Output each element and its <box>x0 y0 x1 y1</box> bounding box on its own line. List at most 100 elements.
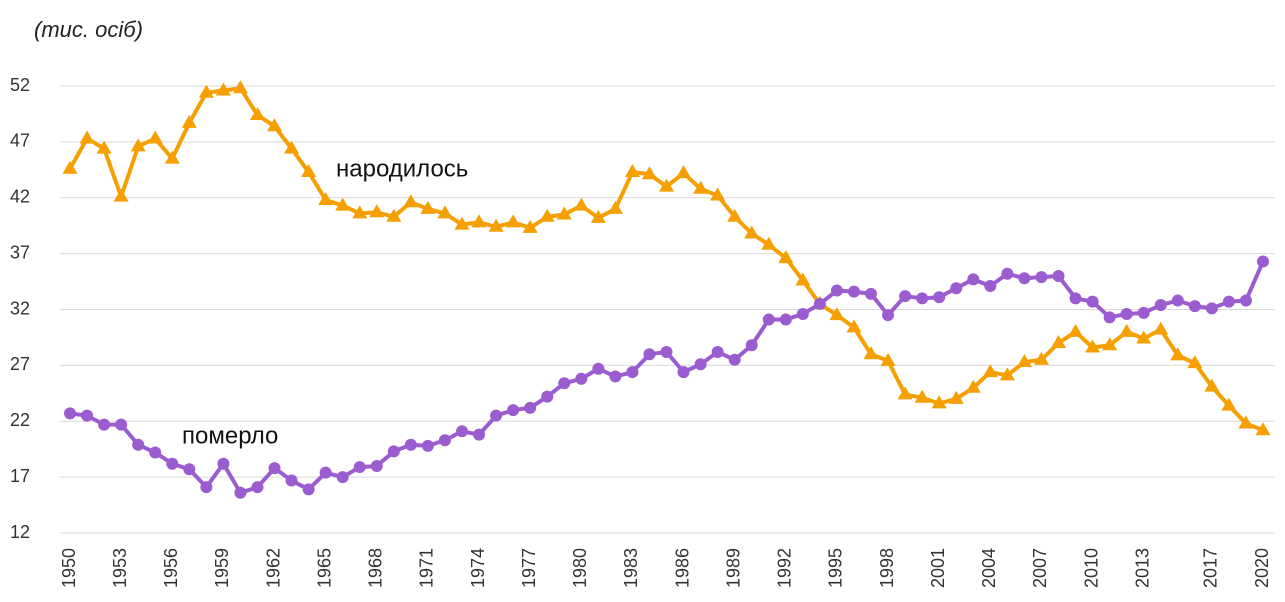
marker <box>336 471 349 484</box>
marker <box>1188 300 1201 313</box>
marker <box>897 386 913 400</box>
marker <box>762 313 775 326</box>
marker <box>660 345 673 358</box>
marker <box>1170 347 1186 361</box>
marker <box>81 409 94 422</box>
marker <box>387 445 400 458</box>
marker <box>1086 295 1099 308</box>
marker <box>96 140 112 154</box>
series-line <box>69 260 1265 495</box>
marker <box>914 389 930 403</box>
marker <box>64 407 76 420</box>
marker <box>352 205 368 219</box>
marker <box>471 214 487 228</box>
y-tick-label: 42 <box>10 187 30 207</box>
marker <box>181 114 197 128</box>
marker <box>694 358 707 371</box>
marker <box>164 150 180 164</box>
marker <box>1050 335 1066 349</box>
marker <box>931 395 947 409</box>
x-tick-label: 1950 <box>59 548 79 588</box>
marker <box>1102 337 1118 351</box>
x-tick-label: 1986 <box>672 548 692 588</box>
x-tick-label: 2010 <box>1081 548 1101 588</box>
marker <box>967 273 980 286</box>
y-tick-label: 22 <box>10 410 30 430</box>
marker <box>779 313 792 326</box>
marker <box>880 352 896 366</box>
marker <box>1171 294 1184 307</box>
marker <box>505 214 521 228</box>
marker <box>624 164 640 178</box>
marker <box>556 206 572 220</box>
marker <box>1239 294 1252 307</box>
marker <box>284 140 300 154</box>
marker <box>166 457 179 470</box>
marker <box>249 107 265 121</box>
marker <box>115 418 128 431</box>
marker <box>573 197 589 211</box>
marker <box>285 474 298 487</box>
marker <box>590 209 606 223</box>
marker <box>558 377 571 390</box>
marker <box>1222 295 1235 308</box>
marker <box>539 208 555 222</box>
marker <box>677 366 690 379</box>
marker <box>1257 255 1269 268</box>
marker <box>403 194 419 208</box>
x-tick-label: 2001 <box>928 548 948 588</box>
x-tick-label: 1953 <box>110 548 130 588</box>
marker <box>455 425 468 438</box>
series-label: народилось <box>336 155 468 182</box>
chart-title: (тис. осіб) <box>34 17 143 42</box>
marker <box>404 438 417 451</box>
marker <box>933 291 946 304</box>
marker <box>149 446 162 459</box>
marker <box>454 216 470 230</box>
marker <box>950 282 963 295</box>
marker <box>132 438 145 451</box>
marker <box>626 366 639 379</box>
marker <box>1153 321 1169 335</box>
marker <box>251 481 264 494</box>
marker <box>948 390 964 404</box>
marker <box>524 401 537 414</box>
x-tick-label: 1977 <box>519 548 539 588</box>
marker <box>641 166 657 180</box>
marker <box>267 118 283 132</box>
marker <box>761 236 777 250</box>
marker <box>643 348 656 361</box>
marker <box>710 187 726 201</box>
marker <box>727 208 743 222</box>
marker <box>829 307 845 321</box>
marker <box>795 272 811 286</box>
x-tick-label: 1971 <box>417 548 437 588</box>
marker <box>319 466 332 479</box>
marker <box>1085 339 1101 353</box>
marker <box>200 481 213 494</box>
marker <box>1052 269 1065 282</box>
marker <box>370 459 383 472</box>
marker <box>1001 267 1014 280</box>
marker <box>846 319 862 333</box>
marker <box>488 218 504 232</box>
marker <box>62 160 78 174</box>
marker <box>609 370 622 383</box>
marker <box>147 130 163 144</box>
marker <box>728 353 741 366</box>
x-tick-label: 2020 <box>1252 548 1272 588</box>
marker <box>676 165 692 179</box>
y-tick-label: 52 <box>10 75 30 95</box>
marker <box>1119 323 1135 337</box>
marker <box>778 250 794 264</box>
y-tick-label: 32 <box>10 298 30 318</box>
marker <box>1204 378 1220 392</box>
marker <box>335 197 351 211</box>
marker <box>215 82 231 96</box>
x-tick-label: 2017 <box>1201 548 1221 588</box>
marker <box>813 297 826 310</box>
marker <box>1238 415 1254 429</box>
marker <box>592 362 605 375</box>
marker <box>473 428 486 441</box>
marker <box>198 84 214 98</box>
